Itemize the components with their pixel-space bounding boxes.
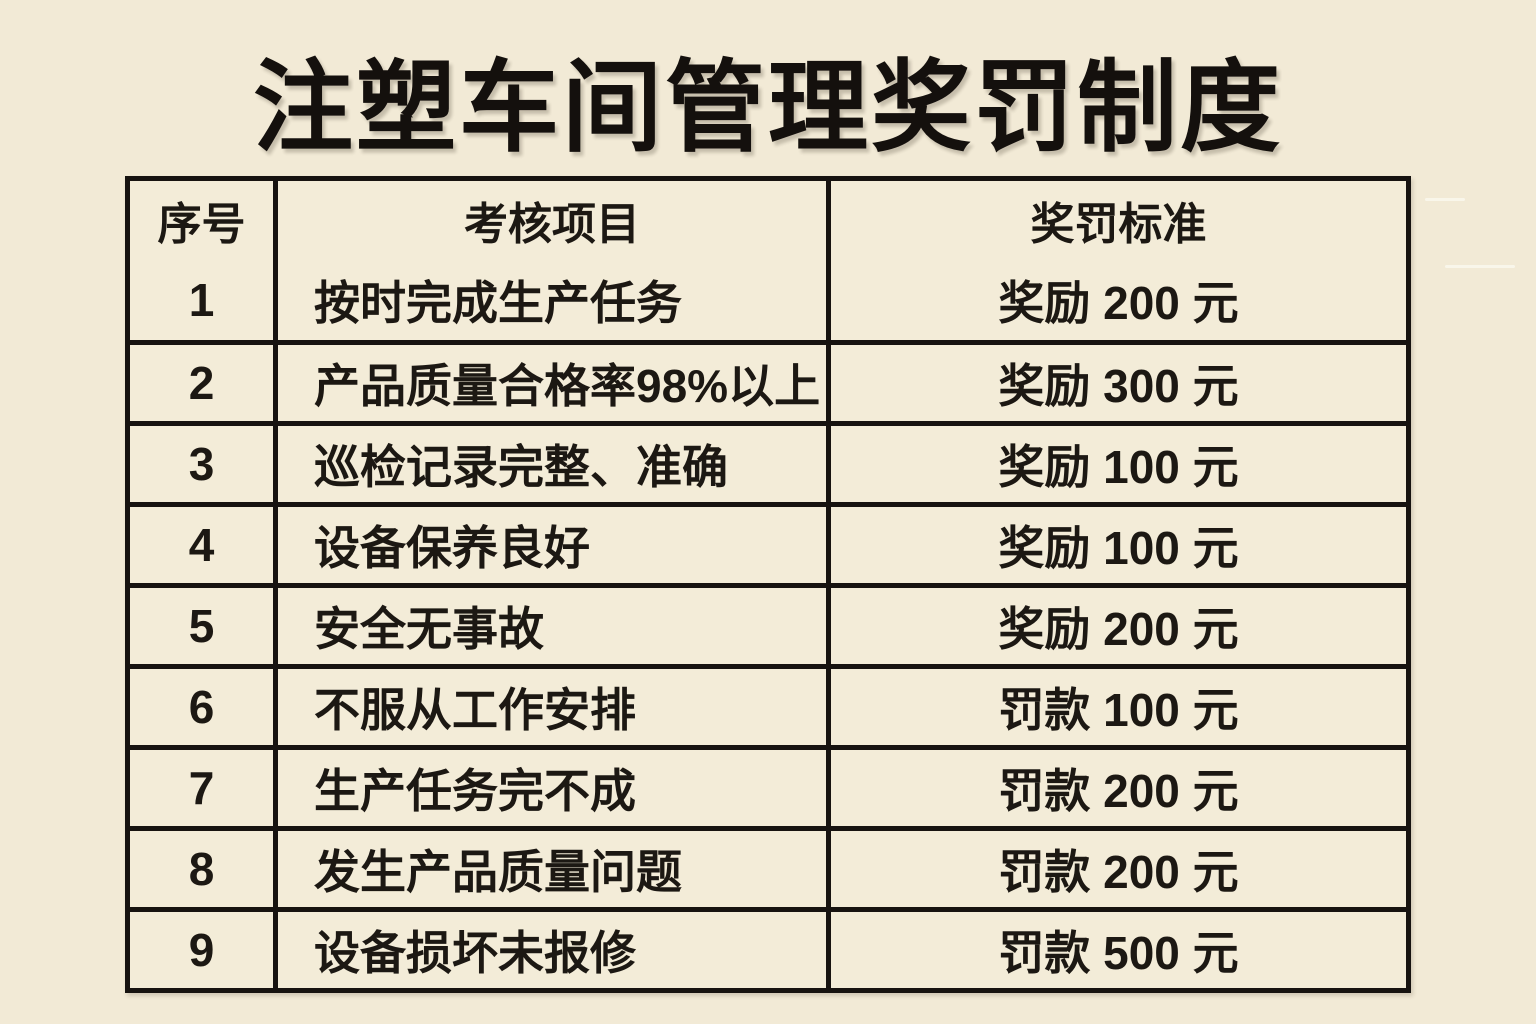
row-number-cell: 5: [130, 588, 273, 664]
reward-penalty-cell: 奖励 200 元: [826, 588, 1406, 664]
assessment-item-cell: 不服从工作安排: [273, 669, 826, 745]
reward-penalty-cell: 奖励 300 元: [826, 345, 1406, 421]
reward-penalty-cell: 罚款 200 元: [826, 831, 1406, 907]
table-row: 2 产品质量合格率98%以上 奖励 300 元: [130, 340, 1406, 421]
reward-penalty-cell: 罚款 200 元: [826, 750, 1406, 826]
page-title: 注塑车间管理奖罚制度: [253, 52, 1283, 164]
row-number-cell: 3: [130, 426, 273, 502]
background-streak: [1445, 265, 1515, 268]
table-row: 6 不服从工作安排 罚款 100 元: [130, 664, 1406, 745]
assessment-item-cell: 产品质量合格率98%以上: [273, 345, 826, 421]
assessment-item-cell: 安全无事故: [273, 588, 826, 664]
reward-penalty-cell: 奖励 100 元: [826, 426, 1406, 502]
table-row: 8 发生产品质量问题 罚款 200 元: [130, 826, 1406, 907]
assessment-item-cell: 发生产品质量问题: [273, 831, 826, 907]
row-number-cell: 4: [130, 507, 273, 583]
reward-penalty-cell: 奖励 200 元: [826, 259, 1406, 340]
table-row: 4 设备保养良好 奖励 100 元: [130, 502, 1406, 583]
header-cell-no: 序号: [130, 181, 273, 259]
assessment-item-cell: 巡检记录完整、准确: [273, 426, 826, 502]
row-number-cell: 8: [130, 831, 273, 907]
row-number-cell: 7: [130, 750, 273, 826]
row-number-cell: 2: [130, 345, 273, 421]
background-streak: [1425, 198, 1465, 201]
table-header-row: 序号 考核项目 奖罚标准: [130, 181, 1406, 259]
header-cell-standard: 奖罚标准: [826, 181, 1406, 259]
table-row: 5 安全无事故 奖励 200 元: [130, 583, 1406, 664]
header-cell-item: 考核项目: [273, 181, 826, 259]
row-number-cell: 9: [130, 912, 273, 988]
reward-penalty-table: 序号 考核项目 奖罚标准 1 按时完成生产任务 奖励 200 元 2 产品质量合格率98…: [125, 176, 1411, 993]
table-row: 3 巡检记录完整、准确 奖励 100 元: [130, 421, 1406, 502]
row-number-cell: 1: [130, 259, 273, 340]
assessment-item-cell: 按时完成生产任务: [273, 259, 826, 340]
assessment-item-cell: 设备损坏未报修: [273, 912, 826, 988]
row-number-cell: 6: [130, 669, 273, 745]
assessment-item-cell: 生产任务完不成: [273, 750, 826, 826]
table-row: 9 设备损坏未报修 罚款 500 元: [130, 907, 1406, 988]
table-row: 7 生产任务完不成 罚款 200 元: [130, 745, 1406, 826]
reward-penalty-cell: 罚款 100 元: [826, 669, 1406, 745]
reward-penalty-cell: 奖励 100 元: [826, 507, 1406, 583]
assessment-item-cell: 设备保养良好: [273, 507, 826, 583]
reward-penalty-cell: 罚款 500 元: [826, 912, 1406, 988]
table-row: 1 按时完成生产任务 奖励 200 元: [130, 259, 1406, 340]
